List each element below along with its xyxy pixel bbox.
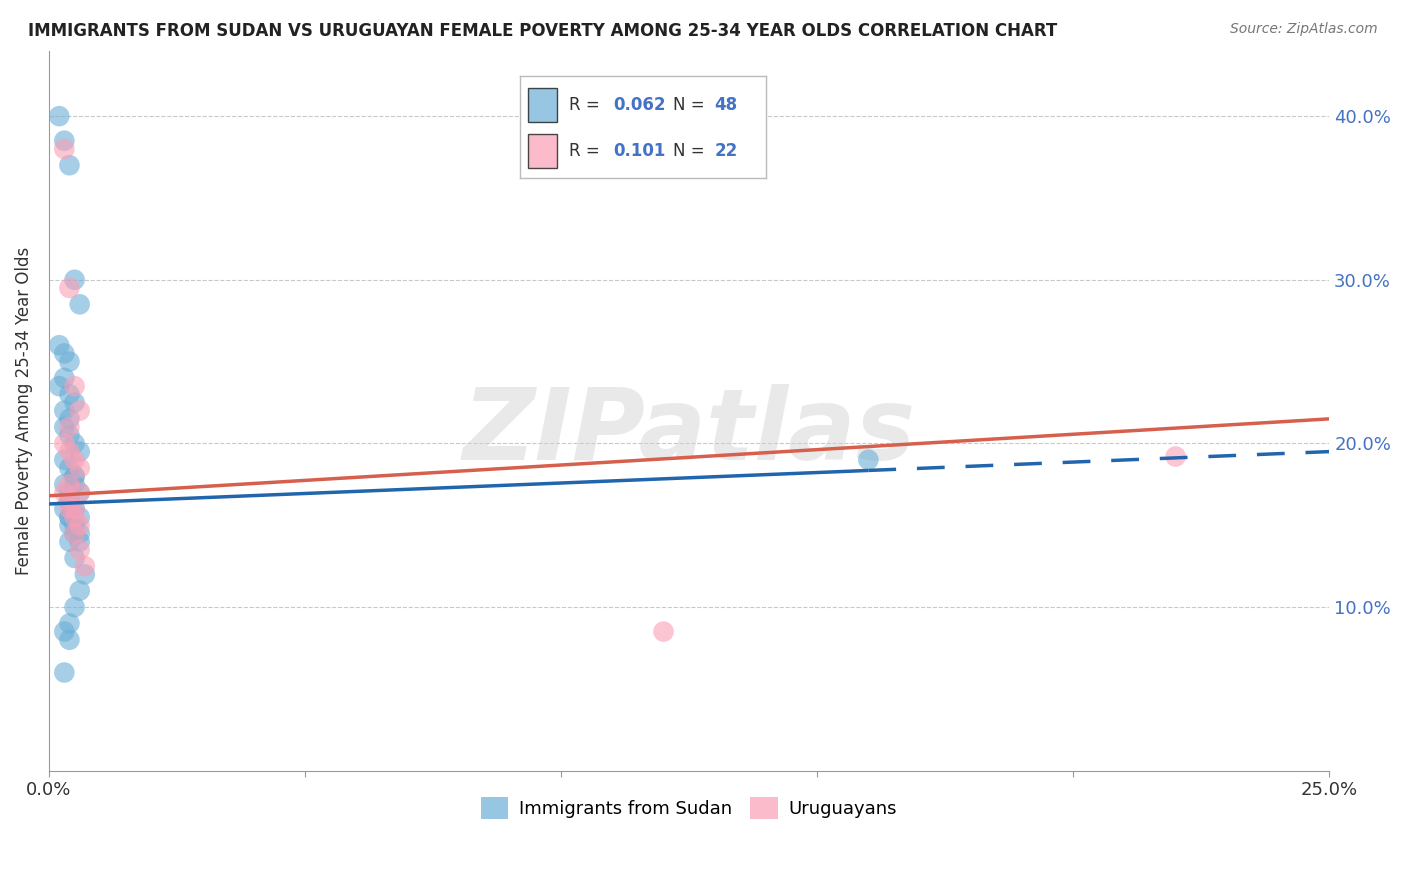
Point (58, 420, 80, 434)
Text: 0.101: 0.101 (613, 142, 666, 160)
Point (63, 436, 86, 450)
Point (858, 452, 880, 467)
Point (73, 559, 96, 574)
Point (63, 501, 86, 516)
Point (63, 469, 86, 483)
Point (63, 452, 86, 467)
Point (58, 387, 80, 401)
Y-axis label: Female Poverty Among 25-34 Year Olds: Female Poverty Among 25-34 Year Olds (15, 246, 32, 574)
FancyBboxPatch shape (527, 88, 557, 122)
Point (652, 624, 675, 639)
Point (63, 477, 86, 491)
Text: R =: R = (569, 95, 606, 113)
Text: Source: ZipAtlas.com: Source: ZipAtlas.com (1230, 22, 1378, 37)
Point (69, 297, 91, 311)
Point (69, 461, 91, 475)
Point (53, 420, 76, 434)
Point (53, 624, 76, 639)
Point (58, 501, 80, 516)
Point (69, 485, 91, 500)
Point (53, 452, 76, 467)
Point (58, 428, 80, 442)
Point (58, 493, 80, 508)
Point (58, 444, 80, 458)
Text: 0.062: 0.062 (613, 95, 666, 113)
Point (58, 493, 80, 508)
Point (63, 469, 86, 483)
Point (58, 510, 80, 524)
Point (63, 501, 86, 516)
Point (53, 134, 76, 148)
FancyBboxPatch shape (527, 135, 557, 168)
Point (53, 142, 76, 156)
Text: 22: 22 (714, 142, 738, 160)
Point (53, 501, 76, 516)
Text: IMMIGRANTS FROM SUDAN VS URUGUAYAN FEMALE POVERTY AMONG 25-34 YEAR OLDS CORRELAT: IMMIGRANTS FROM SUDAN VS URUGUAYAN FEMAL… (28, 22, 1057, 40)
Point (58, 412, 80, 426)
Point (69, 510, 91, 524)
Point (63, 526, 86, 541)
Point (63, 379, 86, 393)
Point (63, 551, 86, 566)
Point (58, 281, 80, 295)
Point (63, 518, 86, 533)
Point (63, 600, 86, 615)
Point (69, 526, 91, 541)
Point (53, 665, 76, 680)
Point (53, 477, 76, 491)
Point (53, 371, 76, 385)
Point (69, 534, 91, 549)
Point (48, 338, 70, 352)
Point (58, 518, 80, 533)
Point (63, 395, 86, 409)
Point (58, 510, 80, 524)
Text: R =: R = (569, 142, 606, 160)
Point (58, 158, 80, 172)
Point (58, 354, 80, 368)
Legend: Immigrants from Sudan, Uruguayans: Immigrants from Sudan, Uruguayans (474, 790, 904, 827)
Point (69, 583, 91, 598)
Point (53, 485, 76, 500)
Point (63, 510, 86, 524)
Point (69, 518, 91, 533)
Point (53, 436, 76, 450)
Point (63, 273, 86, 287)
Point (58, 616, 80, 631)
Point (58, 477, 80, 491)
Point (73, 567, 96, 582)
Point (63, 526, 86, 541)
Point (1164, 450, 1187, 464)
Text: N =: N = (672, 95, 710, 113)
Point (69, 485, 91, 500)
Text: ZIPatlas: ZIPatlas (463, 384, 915, 481)
Text: N =: N = (672, 142, 710, 160)
Point (69, 444, 91, 458)
Text: 48: 48 (714, 95, 738, 113)
Point (53, 346, 76, 360)
Point (58, 534, 80, 549)
Point (53, 403, 76, 417)
Point (69, 542, 91, 557)
Point (69, 403, 91, 417)
Point (58, 485, 80, 500)
Point (58, 632, 80, 647)
Point (48, 379, 70, 393)
Point (58, 461, 80, 475)
Point (48, 109, 70, 123)
Point (58, 493, 80, 508)
